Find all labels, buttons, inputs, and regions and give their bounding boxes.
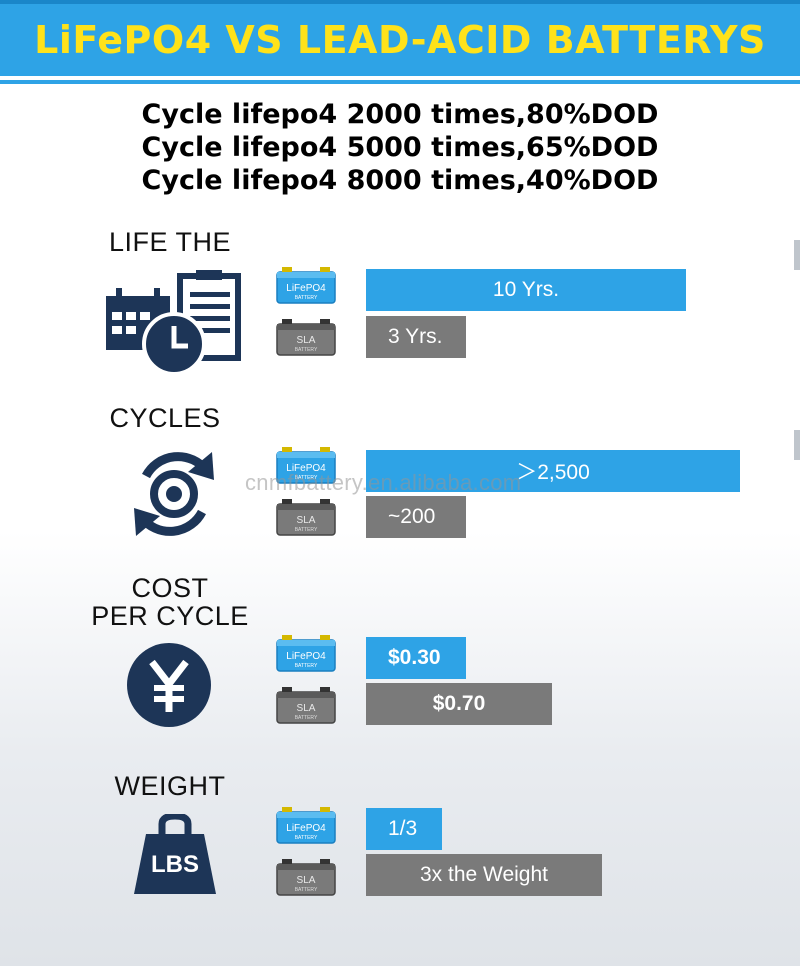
cycle-arrows-icon (134, 452, 214, 536)
cycle-line-1: Cycle lifepo4 2000 times,80%DOD (141, 99, 659, 130)
edge-strip (794, 430, 800, 460)
section-title-weight: WEIGHT (114, 771, 226, 801)
sla-bar-label-2: $0.70 (432, 692, 486, 715)
sla-battery-sublabel: BATTERY (295, 527, 318, 533)
cycle-line-3: Cycle lifepo4 8000 times,40%DOD (141, 165, 659, 196)
yen-coin-icon (127, 643, 211, 727)
lifepo4-bar-2: $0.30 (366, 637, 466, 679)
sla-battery-sublabel: BATTERY (295, 887, 318, 893)
sla-battery-sublabel: BATTERY (295, 715, 318, 721)
sla-battery-label: SLA (297, 515, 316, 526)
lifepo4-battery-sublabel: BATTERY (295, 475, 318, 481)
cycle-info: Cycle lifepo4 2000 times,80%DOD Cycle li… (0, 98, 800, 197)
lifepo4-battery-sublabel: BATTERY (295, 835, 318, 841)
lifepo4-battery-label: LiFePO4 (286, 823, 326, 834)
lifepo4-bar-0: 10 Yrs. (366, 269, 686, 311)
page-title: LiFePO4 VS LEAD-ACID BATTERYS (34, 18, 766, 62)
sla-battery-sublabel: BATTERY (295, 347, 318, 353)
lifepo4-bar-label-0: 10 Yrs. (492, 278, 560, 301)
weight-icon-text: LBS (151, 851, 199, 878)
sla-bar-0: 3 Yrs. (366, 316, 466, 358)
sla-bar-label-3: 3x the Weight (419, 863, 549, 886)
header-banner: LiFePO4 VS LEAD-ACID BATTERYS (0, 0, 800, 76)
section-title-cost-line2: PER CYCLE (91, 601, 249, 631)
banner-divider (0, 80, 800, 84)
sla-bar-1: ~200 (366, 496, 466, 538)
lifepo4-bar-3: 1/3 (366, 808, 442, 850)
section-title-cost-line1: COST (131, 573, 209, 603)
lifepo4-bar-label-1: ＞2,500 (516, 461, 590, 484)
sla-battery-label: SLA (297, 335, 316, 346)
watermark: cnmfbattery.en.alibaba.com (245, 470, 522, 495)
lifepo4-battery-label: LiFePO4 (286, 463, 326, 474)
edge-strip (794, 240, 800, 270)
sla-battery-label: SLA (297, 703, 316, 714)
lifepo4-battery-sublabel: BATTERY (295, 295, 318, 301)
weight-lbs-icon: LBS (134, 814, 216, 894)
sla-bar-3: 3x the Weight (366, 854, 602, 896)
sla-bar-label-0: 3 Yrs. (388, 325, 443, 348)
lifepo4-battery-label: LiFePO4 (286, 283, 326, 294)
lifepo4-battery-sublabel: BATTERY (295, 663, 318, 669)
sla-bar-2: $0.70 (366, 683, 552, 725)
lifepo4-bar-label-2: $0.30 (388, 646, 441, 669)
section-title-cycles: CYCLES (109, 403, 221, 433)
sla-battery-label: SLA (297, 875, 316, 886)
lifepo4-bar-1: ＞2,500 (366, 450, 740, 492)
lifepo4-bar-label-3: 1/3 (388, 817, 418, 840)
cycle-line-2: Cycle lifepo4 5000 times,65%DOD (141, 132, 659, 163)
sla-bar-label-1: ~200 (388, 505, 436, 528)
section-title-cost: COST PER CYCLE (70, 574, 270, 630)
calendar-clipboard-clock-icon (106, 270, 241, 376)
lifepo4-battery-label: LiFePO4 (286, 651, 326, 662)
section-title-life: LIFE THE (108, 227, 232, 257)
